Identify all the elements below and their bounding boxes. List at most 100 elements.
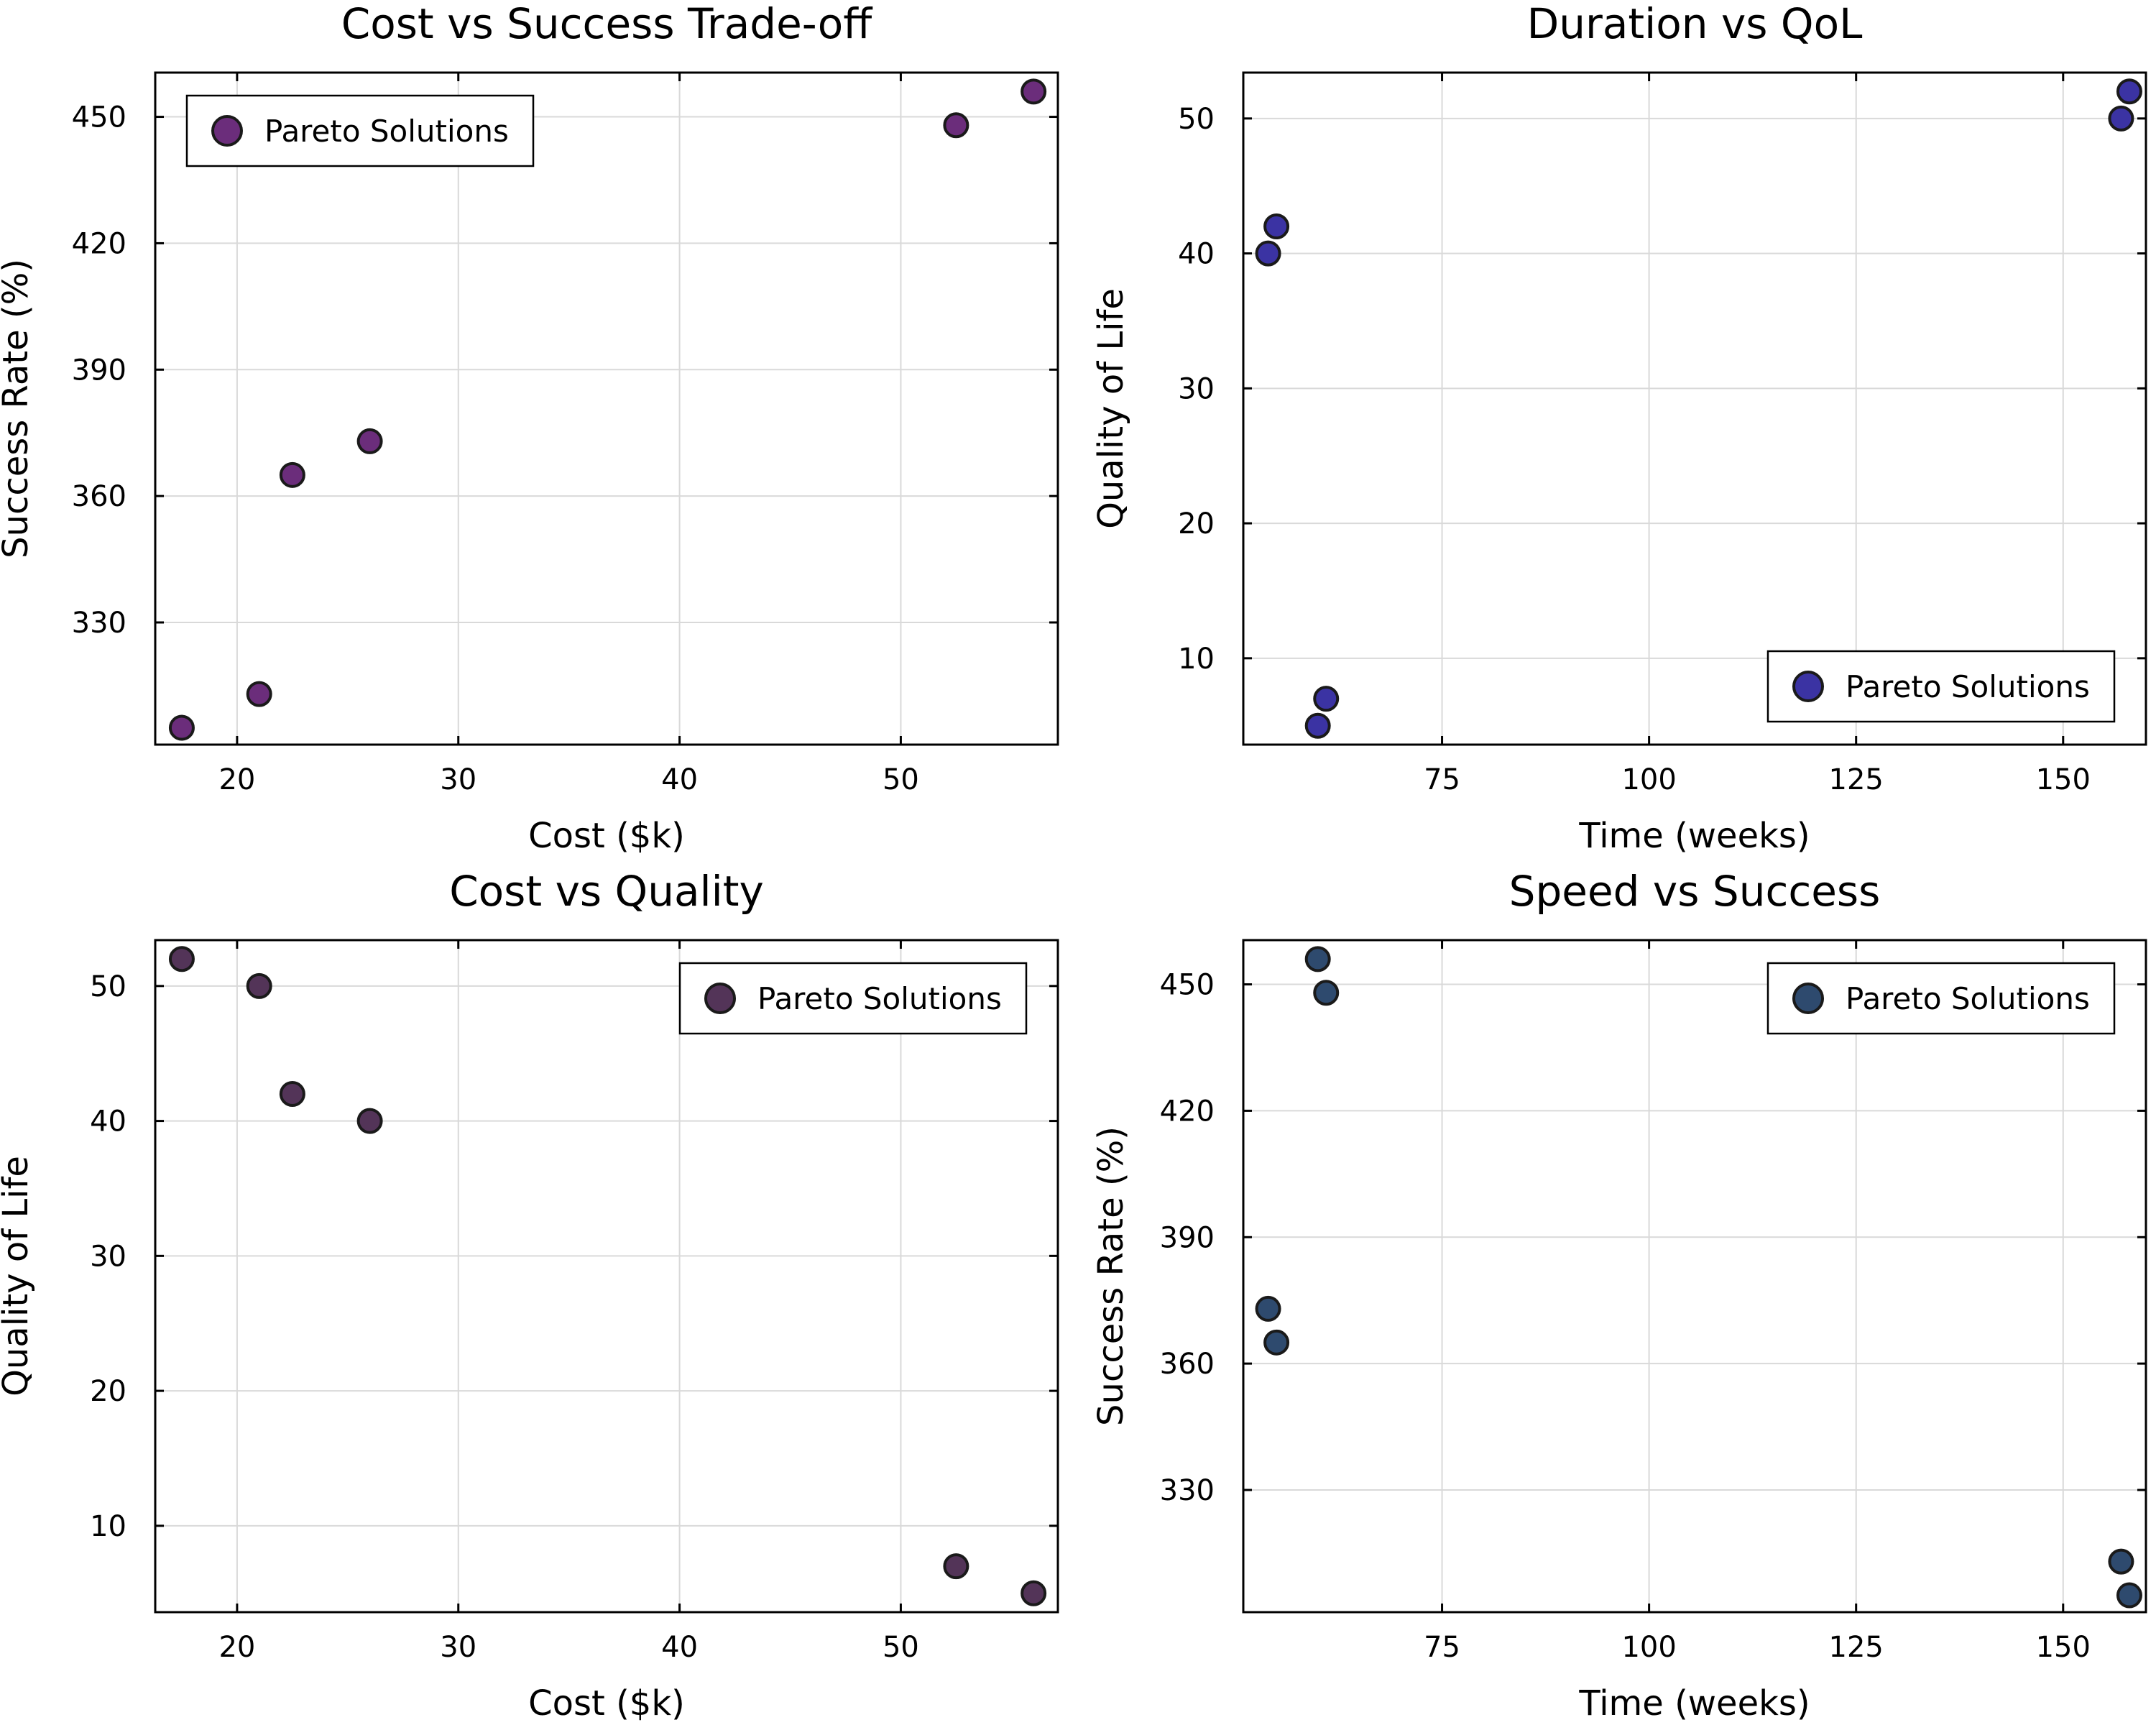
data-point (1313, 980, 1340, 1006)
x-tick-label: 40 (661, 763, 698, 796)
y-tick-label: 330 (72, 607, 126, 640)
y-tick-label: 390 (72, 354, 126, 387)
legend-label: Pareto Solutions (1846, 669, 2090, 704)
legend-marker (1792, 671, 1824, 702)
legend-marker (211, 115, 243, 147)
x-tick-label: 75 (1424, 1631, 1460, 1664)
y-axis-label: Success Rate (%) (1091, 1126, 1131, 1426)
legend-box (1766, 650, 2116, 723)
x-tick-label: 30 (440, 763, 476, 796)
y-tick-label: 450 (72, 101, 126, 134)
x-axis-label: Cost ($k) (528, 816, 685, 856)
data-point (1021, 1580, 1047, 1606)
chart-title: Duration vs QoL (1527, 0, 1863, 48)
x-axis-label: Time (weeks) (1578, 1683, 1810, 1724)
data-point (279, 1081, 305, 1108)
y-tick-label: 20 (1178, 507, 1215, 540)
data-point (1304, 946, 1331, 972)
x-tick-label: 100 (1621, 763, 1676, 796)
plot-frame (154, 71, 1059, 746)
data-point (2108, 1548, 2134, 1575)
y-tick-label: 390 (1160, 1221, 1215, 1254)
data-point (356, 428, 383, 454)
y-tick-label: 360 (1160, 1348, 1215, 1381)
chart-1: 20 30 40 50 330 360 390 420 450 Cost vs Success T… (0, 0, 1059, 856)
plot-frame (1242, 939, 2147, 1614)
legend-marker (1792, 983, 1824, 1014)
plot-frame (1242, 71, 2147, 746)
data-point (168, 714, 195, 741)
y-axis-label: Success Rate (%) (0, 259, 36, 558)
y-tick-label: 50 (1178, 103, 1215, 136)
y-tick-label: 10 (90, 1510, 126, 1543)
data-point (1263, 1329, 1290, 1356)
chart-title: Cost vs Quality (449, 867, 764, 916)
y-tick-label: 420 (1160, 1095, 1215, 1128)
y-tick-label: 10 (1178, 643, 1215, 676)
data-point (1304, 712, 1331, 739)
y-axis-label: Quality of Life (1091, 288, 1131, 529)
chart-title: Cost vs Success Trade-off (341, 0, 874, 48)
x-tick-label: 40 (661, 1631, 698, 1664)
chart-4: 75 100 125 150 330 360 390 420 450 Speed vs Succe… (1091, 867, 2147, 1724)
y-tick-label: 40 (1178, 238, 1215, 271)
plot-area (155, 940, 1058, 1612)
data-point (279, 461, 305, 488)
x-tick-label: 75 (1424, 763, 1460, 796)
plot-frame (154, 939, 1059, 1614)
legend-box (185, 94, 535, 167)
x-tick-label: 150 (2036, 763, 2091, 796)
chart-2: 75 100 125 150 10 20 30 40 50 Duration vs QoL Time… (1091, 0, 2147, 856)
y-tick-label: 450 (1160, 969, 1215, 1002)
legend-marker (704, 983, 736, 1014)
legend-label: Pareto Solutions (264, 114, 509, 149)
x-tick-label: 50 (883, 1631, 919, 1664)
x-tick-label: 125 (1829, 763, 1884, 796)
y-tick-label: 40 (90, 1105, 126, 1138)
y-tick-label: 330 (1160, 1474, 1215, 1507)
data-point (246, 681, 272, 707)
legend-box (1766, 962, 2116, 1035)
data-point (2116, 78, 2142, 105)
chart-title: Speed vs Success (1509, 867, 1881, 916)
y-axis-label: Quality of Life (0, 1156, 36, 1397)
data-point (1255, 240, 1281, 267)
x-axis-label: Time (weeks) (1578, 816, 1810, 856)
data-point (943, 1553, 969, 1580)
legend: Pareto Solutions (678, 962, 1028, 1035)
y-tick-label: 20 (90, 1375, 126, 1408)
x-tick-label: 50 (883, 763, 919, 796)
legend: Pareto Solutions (1766, 962, 2116, 1035)
data-point (943, 112, 969, 139)
x-tick-label: 100 (1621, 1631, 1676, 1664)
x-tick-label: 20 (218, 763, 255, 796)
y-tick-label: 30 (90, 1240, 126, 1273)
legend: Pareto Solutions (1766, 650, 2116, 723)
y-tick-label: 50 (90, 970, 126, 1003)
plot-area (155, 73, 1058, 745)
y-tick-label: 30 (1178, 372, 1215, 405)
data-point (2116, 1582, 2142, 1609)
x-tick-label: 125 (1829, 1631, 1884, 1664)
plot-area (1243, 940, 2146, 1612)
x-tick-label: 30 (440, 1631, 476, 1664)
x-tick-label: 20 (218, 1631, 255, 1664)
data-point (1263, 213, 1290, 240)
data-point (1313, 686, 1340, 712)
data-point (168, 946, 195, 972)
legend-label: Pareto Solutions (1846, 981, 2090, 1016)
legend: Pareto Solutions (185, 94, 535, 167)
legend-label: Pareto Solutions (757, 981, 1002, 1016)
data-point (2108, 105, 2134, 132)
data-point (1255, 1295, 1281, 1322)
y-tick-label: 420 (72, 227, 126, 260)
data-point (356, 1108, 383, 1134)
chart-3: 20 30 40 50 10 20 30 40 50 Cost vs Quality Cost ($… (0, 867, 1059, 1724)
x-tick-label: 150 (2036, 1631, 2091, 1664)
data-point (246, 972, 272, 999)
data-point (1021, 78, 1047, 105)
plot-area (1243, 73, 2146, 745)
legend-box (678, 962, 1028, 1035)
x-axis-label: Cost ($k) (528, 1683, 685, 1724)
